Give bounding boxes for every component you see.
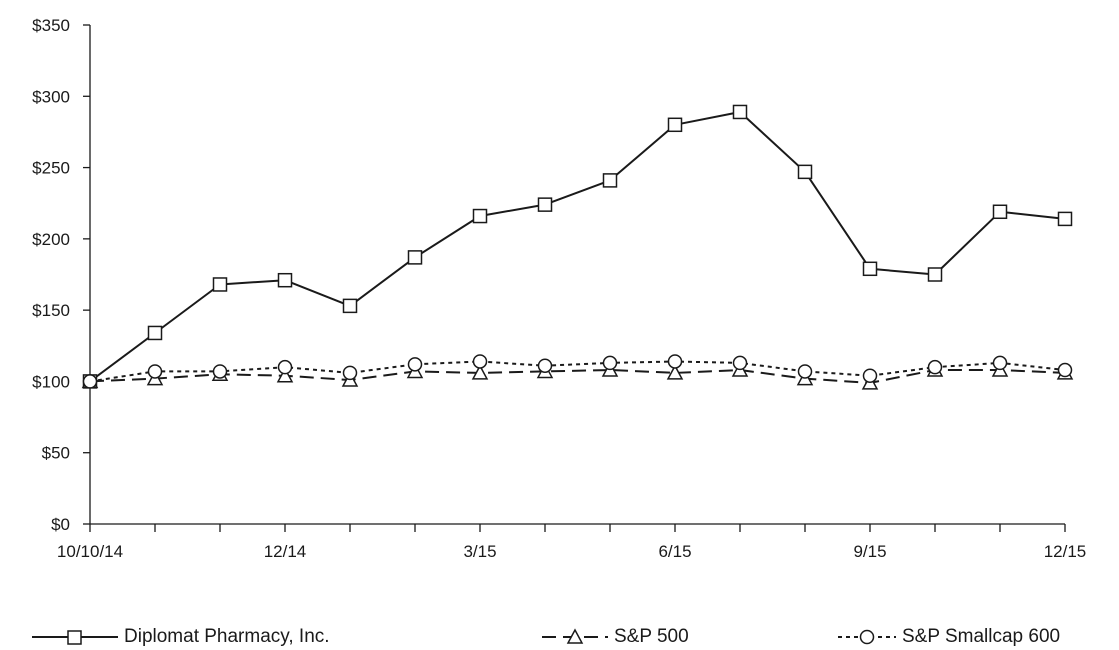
y-tick-label: $50 — [42, 444, 70, 463]
data-point-circle — [994, 356, 1007, 369]
data-point-circle — [409, 358, 422, 371]
data-point-circle — [214, 365, 227, 378]
data-point-circle — [344, 366, 357, 379]
legend-swatch-solid-square — [30, 624, 120, 650]
x-tick-label: 3/15 — [463, 542, 496, 561]
legend: Diplomat Pharmacy, Inc. S&P 500 S&P Smal… — [0, 624, 1119, 650]
y-tick-label: $300 — [32, 87, 70, 106]
y-tick-label: $200 — [32, 230, 70, 249]
data-point-square — [409, 251, 422, 264]
data-point-circle — [734, 356, 747, 369]
legend-item-smallcap: S&P Smallcap 600 — [836, 624, 1060, 650]
x-tick-label: 6/15 — [658, 542, 691, 561]
data-point-circle — [669, 355, 682, 368]
data-point-square — [669, 118, 682, 131]
data-point-square — [929, 268, 942, 281]
x-tick-label: 12/14 — [264, 542, 307, 561]
data-point-square — [474, 210, 487, 223]
legend-item-sp500: S&P 500 — [540, 624, 689, 650]
data-point-square — [539, 198, 552, 211]
data-point-circle — [929, 361, 942, 374]
data-point-square — [799, 165, 812, 178]
data-point-circle — [279, 361, 292, 374]
data-point-square — [344, 299, 357, 312]
legend-swatch-dotted-circle — [836, 624, 898, 650]
y-tick-label: $350 — [32, 16, 70, 35]
legend-label-sp500: S&P 500 — [614, 626, 689, 648]
data-point-square — [734, 105, 747, 118]
line-chart: $0 $50 $100 $150 $200 $250 $300 $350 10/10/14 12/… — [0, 0, 1119, 600]
data-point-square — [604, 174, 617, 187]
data-point-circle — [149, 365, 162, 378]
series-line-0 — [90, 112, 1065, 381]
series-line-1 — [90, 370, 1065, 383]
y-tick-label: $250 — [32, 159, 70, 178]
data-point-square — [1059, 212, 1072, 225]
data-point-square — [864, 262, 877, 275]
x-tick-label: 10/10/14 — [57, 542, 123, 561]
data-point-circle — [84, 375, 97, 388]
legend-label-smallcap: S&P Smallcap 600 — [902, 626, 1060, 648]
data-point-square — [214, 278, 227, 291]
x-tick-label: 12/15 — [1044, 542, 1087, 561]
data-point-circle — [604, 356, 617, 369]
data-point-square — [279, 274, 292, 287]
legend-swatch-dashed-triangle — [540, 624, 610, 650]
data-point-circle — [539, 359, 552, 372]
data-point-square — [994, 205, 1007, 218]
x-tick-label: 9/15 — [853, 542, 886, 561]
legend-label-diplomat: Diplomat Pharmacy, Inc. — [124, 626, 330, 648]
data-point-circle — [1059, 364, 1072, 377]
legend-item-diplomat: Diplomat Pharmacy, Inc. — [30, 624, 330, 650]
y-tick-label: $0 — [51, 515, 70, 534]
data-point-square — [149, 326, 162, 339]
data-point-circle — [799, 365, 812, 378]
y-tick-label: $100 — [32, 372, 70, 391]
y-tick-label: $150 — [32, 301, 70, 320]
data-point-circle — [474, 355, 487, 368]
data-point-circle — [864, 369, 877, 382]
